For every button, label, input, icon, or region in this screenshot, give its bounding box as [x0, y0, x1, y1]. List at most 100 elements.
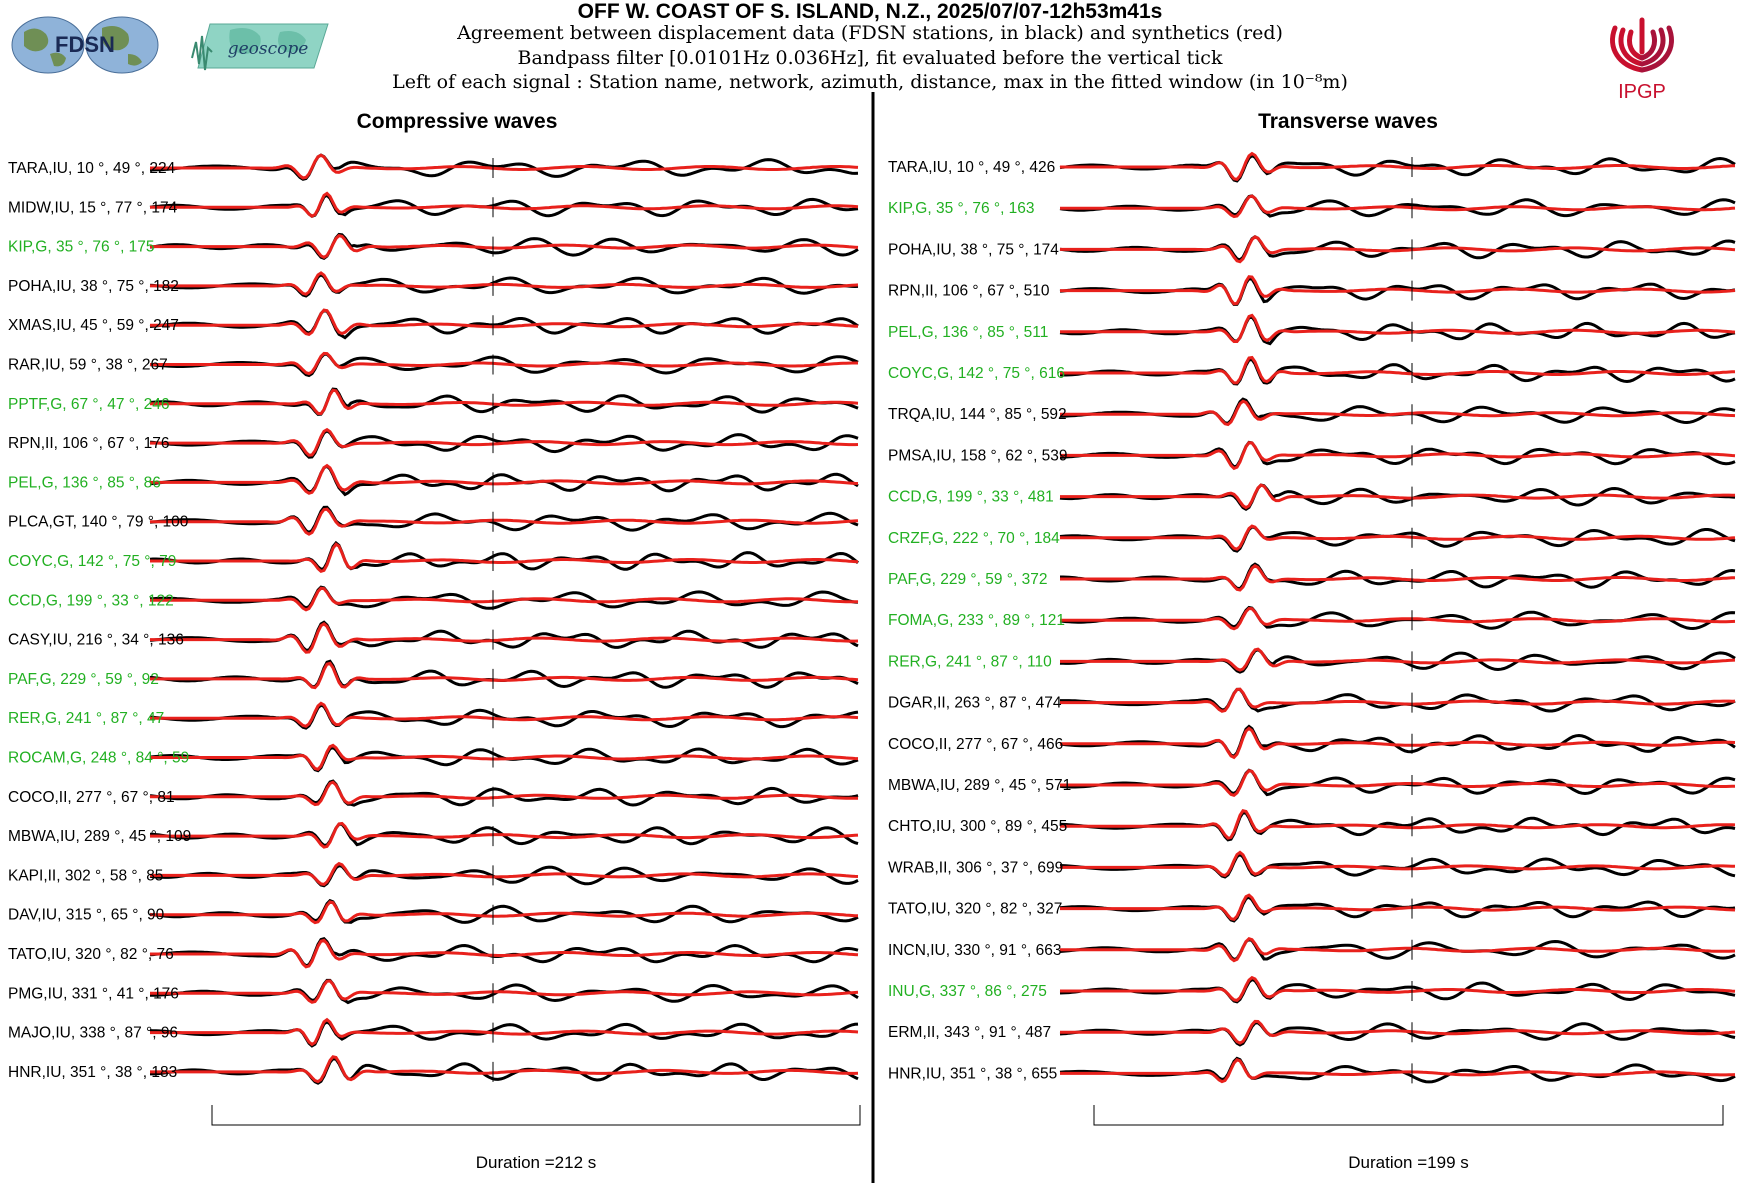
synthetic-trace: [1060, 151, 1736, 182]
data-trace: [149, 1019, 859, 1048]
trace-trqa-iu: TRQA,IU, 144 °, 85 °, 592: [888, 397, 1736, 427]
subtitle-legend: Left of each signal : Station name, netw…: [392, 71, 1348, 93]
synthetic-trace: [150, 622, 859, 654]
trace-kapi-ii: KAPI,II, 302 °, 58 °, 85: [8, 861, 859, 888]
synthetic-trace: [150, 191, 859, 218]
station-label: CCD,G, 199 °, 33 °, 122: [8, 592, 174, 609]
trace-hnr-iu: HNR,IU, 351 °, 38 °, 183: [8, 1055, 859, 1085]
synthetic-trace: [1060, 769, 1736, 797]
ipgp-logo: IPGP: [1610, 17, 1674, 103]
station-label: CCD,G, 199 °, 33 °, 481: [888, 489, 1054, 506]
synthetic-trace: [150, 234, 859, 260]
synthetic-trace: [150, 271, 859, 296]
trace-pel-g: PEL,G, 136 °, 85 °, 86: [8, 463, 859, 497]
trace-coco-ii: COCO,II, 277 °, 67 °, 81: [8, 779, 859, 807]
synthetic-trace: [150, 308, 859, 337]
trace-mbwa-iu: MBWA,IU, 289 °, 45 °, 109: [8, 821, 859, 849]
trace-coyc-g: COYC,G, 142 °, 75 °, 79: [8, 540, 859, 573]
trace-kip-g: KIP,G, 35 °, 76 °, 175: [8, 232, 859, 260]
duration-bar: [1093, 1105, 1724, 1126]
station-label: COYC,G, 142 °, 75 °, 79: [8, 553, 176, 570]
trace-poha-iu: POHA,IU, 38 °, 75 °, 182: [8, 271, 859, 298]
trace-coco-ii: COCO,II, 277 °, 67 °, 466: [888, 724, 1736, 760]
synthetic-trace: [150, 586, 859, 612]
data-trace: [149, 898, 859, 924]
trace-dgar-ii: DGAR,II, 263 °, 87 °, 474: [888, 687, 1736, 713]
synthetic-trace: [150, 153, 859, 180]
trace-inu-g: INU,G, 337 °, 86 °, 275: [888, 975, 1736, 1004]
trace-pmg-iu: PMG,IU, 331 °, 41 °, 176: [8, 978, 859, 1005]
trace-ccd-g: CCD,G, 199 °, 33 °, 122: [8, 585, 859, 612]
station-label: RER,G, 241 °, 87 °, 47: [8, 710, 164, 727]
data-trace: [1060, 397, 1736, 425]
station-label: RER,G, 241 °, 87 °, 110: [888, 653, 1052, 670]
figure-title: OFF W. COAST OF S. ISLAND, N.Z., 2025/07…: [577, 0, 1163, 23]
geoscope-logo-text: geoscope: [228, 39, 309, 59]
synthetic-trace: [1060, 441, 1736, 471]
station-label: TATO,IU, 320 °, 82 °, 76: [8, 946, 174, 963]
trace-pel-g: PEL,G, 136 °, 85 °, 511: [888, 313, 1736, 346]
station-label: PMSA,IU, 158 °, 62 °, 539: [888, 447, 1068, 464]
trace-pmsa-iu: PMSA,IU, 158 °, 62 °, 539: [888, 440, 1736, 471]
trace-dav-iu: DAV,IU, 315 °, 65 °, 90: [8, 898, 859, 925]
trace-mbwa-iu: MBWA,IU, 289 °, 45 °, 571: [888, 768, 1736, 797]
station-label: CHTO,IU, 300 °, 89 °, 455: [888, 818, 1067, 835]
trace-casy-iu: CASY,IU, 216 °, 34 °, 136: [8, 620, 859, 654]
data-trace: [1059, 1021, 1736, 1047]
data-trace: [1060, 687, 1736, 713]
station-label: INCN,IU, 330 °, 91 °, 663: [888, 942, 1062, 959]
data-trace: [149, 703, 859, 730]
duration-label: Duration =199 s: [1348, 1153, 1469, 1172]
synthetic-trace: [150, 507, 859, 536]
data-trace: [149, 585, 859, 610]
station-label: MBWA,IU, 289 °, 45 °, 109: [8, 828, 191, 845]
data-trace: [149, 620, 859, 652]
trace-crzf-g: CRZF,G, 222 °, 70 °, 184: [888, 524, 1736, 553]
station-label: XMAS,IU, 45 °, 59 °, 247: [8, 317, 179, 334]
station-label: PEL,G, 136 °, 85 °, 86: [8, 474, 161, 491]
trace-kip-g: KIP,G, 35 °, 76 °, 163: [888, 194, 1736, 219]
synthetic-trace: [1060, 313, 1736, 343]
station-label: ERM,II, 343 °, 91 °, 487: [888, 1024, 1051, 1041]
station-label: CASY,IU, 216 °, 34 °, 136: [8, 632, 184, 649]
data-trace: [149, 937, 859, 968]
station-label: PLCA,GT, 140 °, 79 °, 100: [8, 514, 189, 531]
synthetic-trace: [150, 938, 859, 969]
synthetic-trace: [150, 743, 859, 771]
station-label: COCO,II, 277 °, 67 °, 466: [888, 736, 1063, 753]
synthetic-trace: [1060, 687, 1736, 713]
trace-rer-g: RER,G, 241 °, 87 °, 47: [8, 701, 859, 730]
synthetic-trace: [150, 661, 859, 690]
station-label: POHA,IU, 38 °, 75 °, 174: [888, 241, 1059, 258]
trace-tara-iu: TARA,IU, 10 °, 49 °, 426: [888, 151, 1736, 183]
data-trace: [149, 540, 859, 572]
synthetic-trace: [150, 701, 859, 728]
synthetic-trace: [1060, 564, 1736, 592]
subtitle-filter: Bandpass filter [0.0101Hz 0.036Hz], fit …: [517, 47, 1223, 69]
synthetic-trace: [1060, 524, 1736, 551]
station-label: RPN,II, 106 °, 67 °, 510: [888, 283, 1050, 300]
synthetic-trace: [150, 861, 859, 886]
trace-tato-iu: TATO,IU, 320 °, 82 °, 76: [8, 937, 859, 969]
synthetic-trace: [1060, 399, 1736, 427]
synthetic-trace: [150, 427, 859, 457]
trace-midw-iu: MIDW,IU, 15 °, 77 °, 174: [8, 191, 859, 218]
station-label: PPTF,G, 67 °, 47 °, 246: [8, 396, 169, 413]
station-label: COCO,II, 277 °, 67 °, 81: [8, 789, 175, 806]
data-trace: [149, 387, 859, 416]
ipgp-logo-text: IPGP: [1618, 81, 1666, 103]
figure-header: OFF W. COAST OF S. ISLAND, N.Z., 2025/07…: [0, 0, 1740, 100]
panel-title: Compressive waves: [357, 110, 558, 133]
trace-wrab-ii: WRAB,II, 306 °, 37 °, 699: [888, 850, 1736, 879]
trace-xmas-iu: XMAS,IU, 45 °, 59 °, 247: [8, 308, 859, 340]
station-label: POHA,IU, 38 °, 75 °, 182: [8, 278, 179, 295]
station-label: DAV,IU, 315 °, 65 °, 90: [8, 907, 165, 924]
fdsn-logo: FDSN: [11, 16, 159, 74]
station-label: ROCAM,G, 248 °, 84 °, 59: [8, 750, 189, 767]
synthetic-trace: [150, 900, 859, 925]
trace-rpn-ii: RPN,II, 106 °, 67 °, 176: [8, 427, 859, 459]
panel-title: Transverse waves: [1258, 110, 1438, 133]
trace-majo-iu: MAJO,IU, 338 °, 87 °, 96: [8, 1017, 859, 1048]
synthetic-trace: [150, 821, 859, 849]
